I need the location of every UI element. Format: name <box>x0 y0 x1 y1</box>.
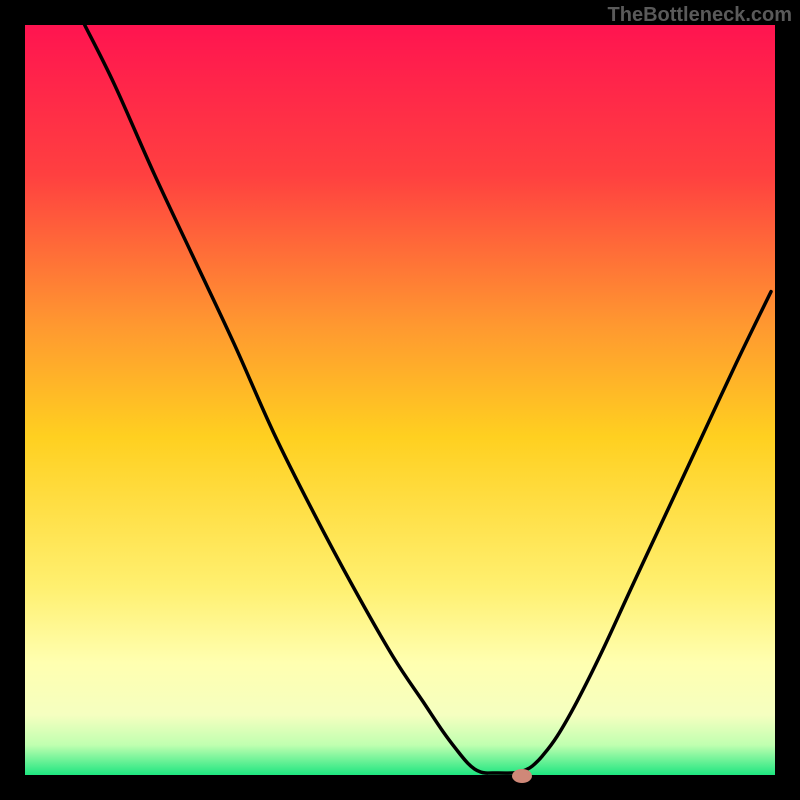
bottleneck-curve <box>25 25 775 775</box>
plot-area <box>25 25 775 775</box>
watermark-text: TheBottleneck.com <box>608 4 792 27</box>
optimum-marker <box>512 769 532 783</box>
